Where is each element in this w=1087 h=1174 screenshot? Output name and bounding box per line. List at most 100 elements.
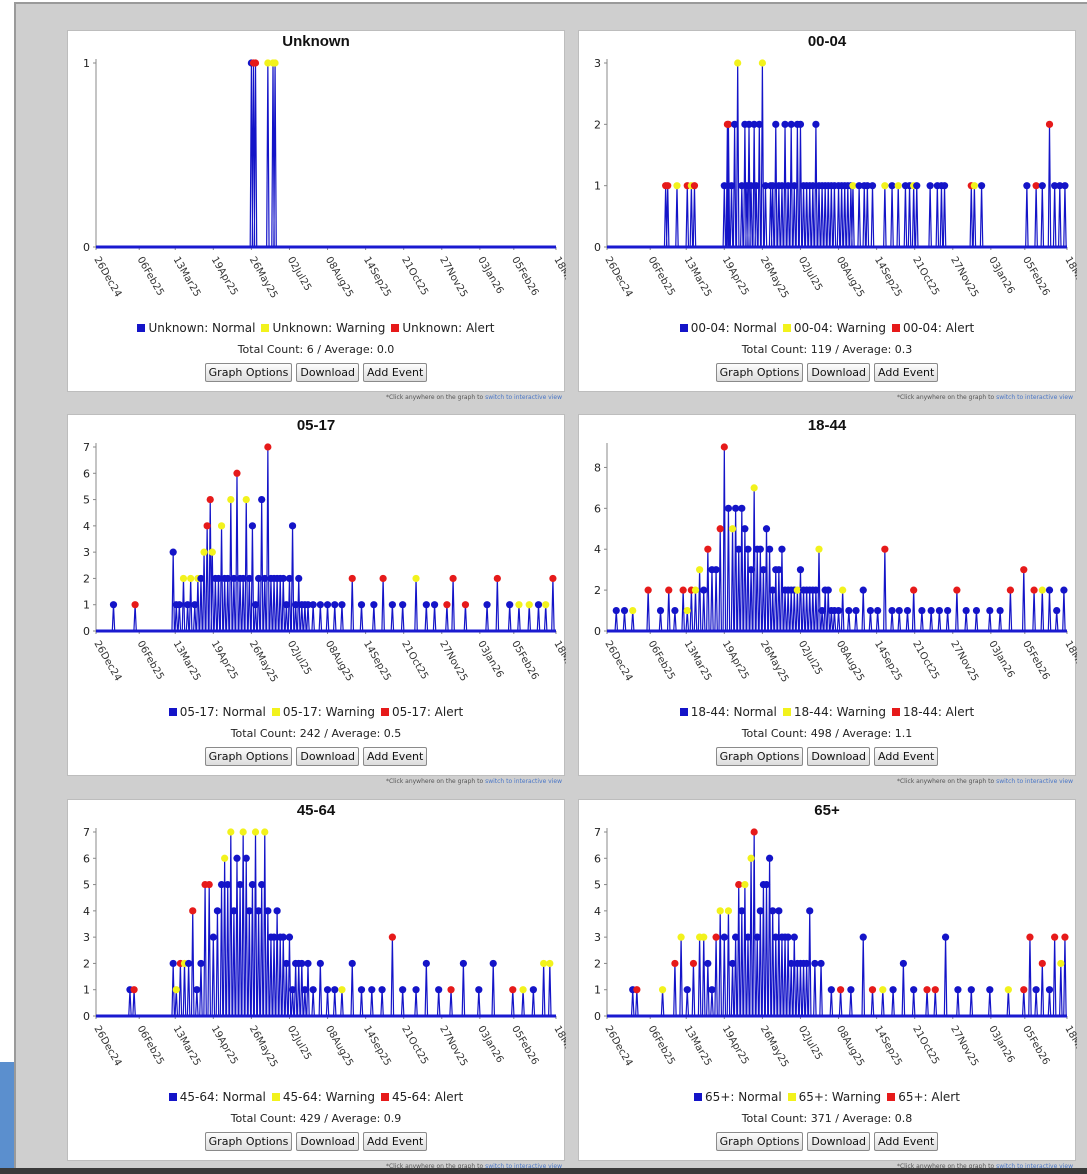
graph-options-button[interactable]: Graph Options: [204, 1132, 293, 1151]
normal-point: [769, 586, 777, 594]
interactive-view-link[interactable]: switch to interactive view: [996, 394, 1073, 401]
interactive-view-link[interactable]: switch to interactive view: [996, 778, 1073, 785]
normal-point: [817, 959, 825, 968]
normal-point: [859, 933, 867, 941]
warning-point: [271, 59, 279, 67]
chart-actions: Graph Options Download Add Event: [68, 363, 564, 382]
alert-point: [264, 443, 272, 451]
x-tick-label: 03Jan26: [986, 255, 1016, 296]
interactive-view-link[interactable]: switch to interactive view: [485, 394, 562, 401]
chart-panel-0[interactable]: Unknown 0 1 26Dec24 06Feb25 13Mar25 19Apr25 26M…: [67, 30, 566, 401]
y-tick-label: 1: [594, 180, 601, 193]
add-event-button[interactable]: Add Event: [874, 747, 939, 766]
normal-point: [270, 933, 278, 941]
chart-plot[interactable]: 0 1 2 3 4 5 6 7 26Dec24 06Feb25 13Mar25 19Apr25 26Ma…: [68, 415, 566, 705]
add-event-button[interactable]: Add Event: [363, 1132, 428, 1151]
alert-point: [348, 574, 356, 583]
download-button[interactable]: Download: [296, 1132, 360, 1151]
normal-point: [778, 545, 786, 553]
normal-point: [230, 574, 238, 583]
chart-plot[interactable]: 0 2 4 6 8 26Dec24 06Feb25 13Mar25 19Apr25 26May25…: [579, 415, 1077, 705]
x-tick-label: 13Mar25: [682, 639, 714, 683]
warning-point: [677, 933, 685, 941]
normal-point: [895, 606, 903, 615]
y-tick-label: 3: [83, 931, 90, 944]
alert-point: [1045, 120, 1054, 128]
download-button[interactable]: Download: [296, 747, 360, 766]
x-tick-label: 08Aug25: [834, 1024, 866, 1068]
x-tick-label: 26Dec24: [91, 255, 123, 299]
chart-panel-5[interactable]: 65+ 0 1 2 3 4 5 6 7 26Dec24 06Feb25 13Mar25 19Apr25 2…: [578, 799, 1077, 1170]
x-tick-label: 05Feb26: [1020, 639, 1051, 682]
add-event-button[interactable]: Add Event: [363, 747, 428, 766]
normal-point: [169, 959, 177, 968]
add-event-button[interactable]: Add Event: [874, 1132, 939, 1151]
normal-point: [1061, 182, 1069, 190]
alert-point: [1030, 586, 1038, 594]
chart-plot[interactable]: 0 1 26Dec24 06Feb25 13Mar25 19Apr25 26May25 02J…: [68, 31, 566, 321]
normal-point: [309, 601, 317, 609]
legend-label: 18-44: Alert: [902, 705, 975, 719]
normal-point: [759, 566, 768, 574]
chart-panel-4[interactable]: 45-64 0 1 2 3 4 5 6 7 26Dec24 06Feb25 13Mar25 19Apr2…: [67, 799, 566, 1170]
chart-title: 65+: [814, 802, 840, 819]
normal-point: [986, 986, 994, 994]
interactive-view-link[interactable]: switch to interactive view: [485, 1163, 562, 1170]
normal-point: [298, 959, 306, 968]
alert-point: [388, 933, 396, 941]
normal-point: [239, 574, 247, 583]
alert-point: [644, 586, 652, 594]
alert-point: [130, 986, 138, 994]
x-tick-label: 27Nov25: [948, 639, 980, 683]
normal-point: [859, 586, 867, 594]
x-tick-label: 21Oct25: [910, 255, 941, 298]
normal-point: [888, 606, 896, 615]
normal-point: [285, 574, 294, 583]
normal-point: [700, 586, 708, 594]
normal-point: [529, 986, 537, 994]
alert-point: [206, 495, 214, 504]
normal-point: [903, 606, 912, 615]
normal-point: [304, 601, 312, 609]
alert-point: [664, 182, 672, 190]
chart-panel-1[interactable]: 00-04 0 1 2 3 26Dec24 06Feb25 13Mar25 19Apr25 26M…: [578, 30, 1077, 401]
normal-point: [756, 907, 764, 915]
normal-point: [732, 504, 740, 512]
alert-point: [931, 986, 939, 994]
add-event-button[interactable]: Add Event: [874, 363, 939, 382]
interactive-view-link[interactable]: switch to interactive view: [485, 778, 562, 785]
chart-plot[interactable]: 0 1 2 3 4 5 6 7 26Dec24 06Feb25 13Mar25 19Apr25 26Ma…: [579, 800, 1077, 1090]
warning-point: [696, 566, 704, 574]
graph-options-button[interactable]: Graph Options: [204, 363, 293, 382]
normal-point: [747, 566, 755, 574]
normal-point: [506, 601, 514, 609]
legend-swatch: [787, 1093, 796, 1101]
normal-point: [720, 933, 728, 941]
normal-point: [304, 959, 312, 968]
add-event-button[interactable]: Add Event: [363, 363, 428, 382]
download-button[interactable]: Download: [807, 1132, 871, 1151]
graph-options-button[interactable]: Graph Options: [204, 747, 293, 766]
chart-plot[interactable]: 0 1 2 3 4 5 6 7 26Dec24 06Feb25 13Mar25 19Apr25 26Ma…: [68, 800, 566, 1090]
alert-point: [689, 959, 698, 968]
graph-options-button[interactable]: Graph Options: [715, 363, 804, 382]
interactive-view-link[interactable]: switch to interactive view: [996, 1163, 1073, 1170]
normal-point: [796, 566, 805, 574]
download-button[interactable]: Download: [807, 747, 871, 766]
download-button[interactable]: Download: [807, 363, 871, 382]
legend-swatch: [679, 708, 688, 716]
download-button[interactable]: Download: [296, 363, 360, 382]
chart-panel-2[interactable]: 05-17 0 1 2 3 4 5 6 7 26Dec24 06Feb25 13Mar25 19Apr2…: [67, 414, 566, 785]
normal-point: [301, 986, 309, 994]
y-tick-label: 0: [83, 625, 90, 638]
x-tick-label: 18Mar26: [1062, 255, 1077, 299]
alert-point: [1020, 986, 1028, 994]
normal-point: [279, 574, 287, 583]
graph-options-button[interactable]: Graph Options: [715, 1132, 804, 1151]
graph-options-button[interactable]: Graph Options: [715, 747, 804, 766]
normal-point: [772, 933, 780, 941]
normal-point: [193, 986, 201, 994]
chart-panel-3[interactable]: 18-44 0 2 4 6 8 26Dec24 06Feb25 13Mar25 19Apr25 26…: [578, 414, 1077, 785]
normal-point: [796, 120, 805, 128]
